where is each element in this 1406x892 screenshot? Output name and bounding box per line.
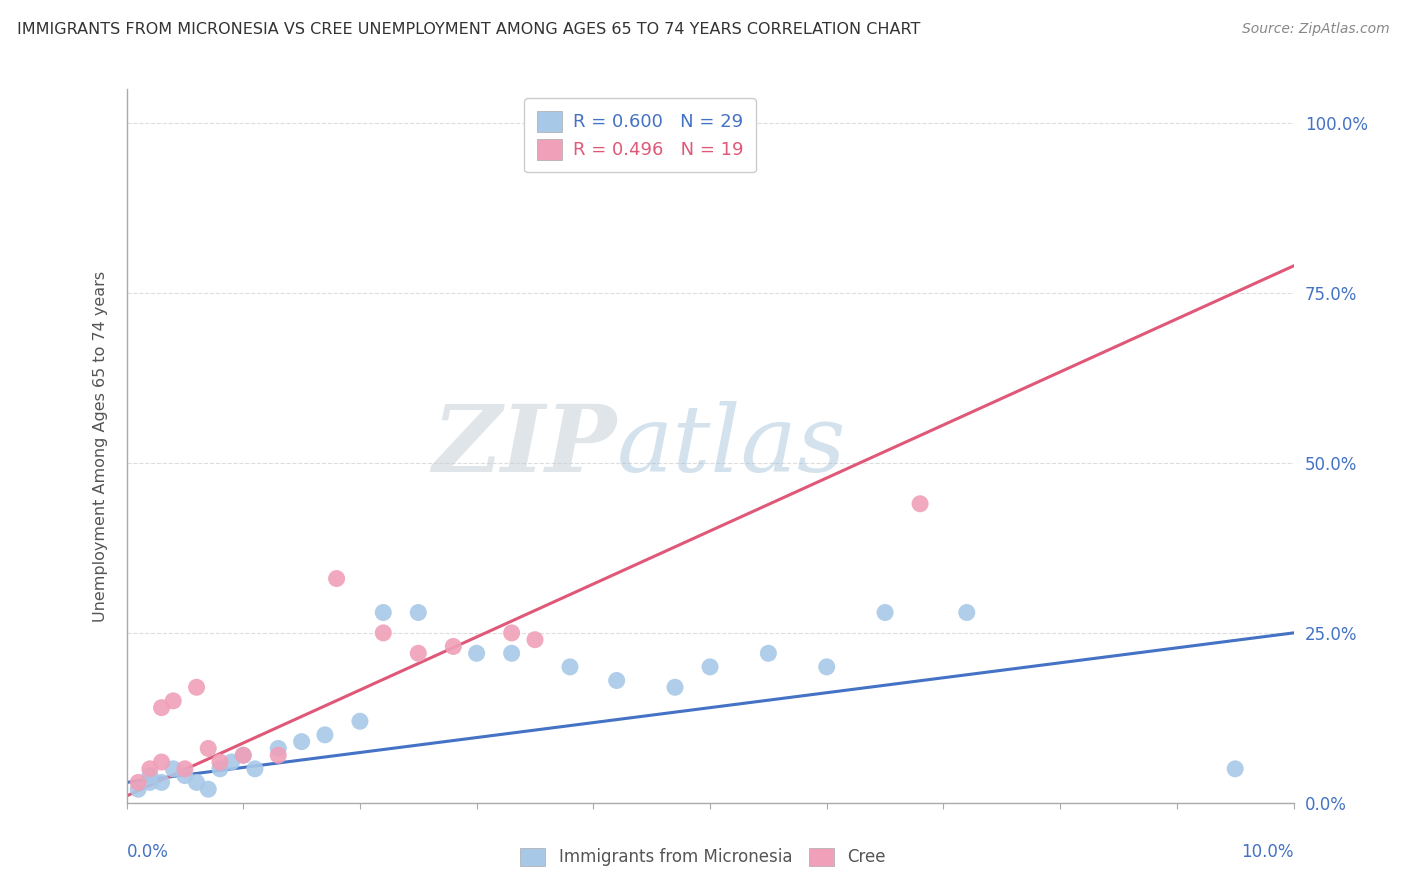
Point [408, 606, 430, 620]
Point [139, 775, 162, 789]
Point [524, 116, 547, 130]
Point [186, 775, 208, 789]
Point [232, 748, 254, 763]
Point [325, 572, 347, 586]
Point [232, 748, 254, 763]
Point [208, 755, 231, 769]
Point [465, 646, 488, 660]
Point [349, 714, 371, 729]
Point [815, 660, 838, 674]
Point [150, 700, 173, 714]
Point [127, 782, 149, 797]
Point [373, 626, 395, 640]
Point [197, 782, 219, 797]
Point [441, 640, 464, 654]
Point [373, 606, 395, 620]
Point [267, 748, 290, 763]
Point [162, 762, 184, 776]
Text: 10.0%: 10.0% [1241, 843, 1294, 861]
Text: Source: ZipAtlas.com: Source: ZipAtlas.com [1241, 22, 1389, 37]
Point [150, 775, 173, 789]
Point [174, 762, 197, 776]
Point [501, 646, 523, 660]
Text: atlas: atlas [617, 401, 846, 491]
Point [197, 741, 219, 756]
Point [875, 606, 897, 620]
Point [408, 646, 430, 660]
Point [756, 646, 779, 660]
Point [150, 755, 173, 769]
Y-axis label: Unemployment Among Ages 65 to 74 years: Unemployment Among Ages 65 to 74 years [93, 270, 108, 622]
Point [174, 769, 197, 783]
Point [558, 660, 581, 674]
Point [501, 626, 523, 640]
Point [314, 728, 336, 742]
Point [908, 497, 931, 511]
Point [127, 775, 149, 789]
Text: ZIP: ZIP [433, 401, 617, 491]
Point [699, 660, 721, 674]
Legend: Immigrants from Micronesia, Cree: Immigrants from Micronesia, Cree [512, 839, 894, 875]
Point [606, 673, 628, 688]
Point [221, 755, 243, 769]
Point [558, 116, 581, 130]
Point [208, 762, 231, 776]
Legend: R = 0.600   N = 29, R = 0.496   N = 19: R = 0.600 N = 29, R = 0.496 N = 19 [524, 98, 756, 172]
Point [524, 632, 547, 647]
Point [162, 694, 184, 708]
Point [290, 734, 312, 748]
Point [267, 741, 290, 756]
Point [956, 606, 979, 620]
Text: 0.0%: 0.0% [127, 843, 169, 861]
Point [1223, 762, 1246, 776]
Point [664, 680, 686, 694]
Point [139, 762, 162, 776]
Point [139, 769, 162, 783]
Point [243, 762, 266, 776]
Text: IMMIGRANTS FROM MICRONESIA VS CREE UNEMPLOYMENT AMONG AGES 65 TO 74 YEARS CORREL: IMMIGRANTS FROM MICRONESIA VS CREE UNEMP… [17, 22, 921, 37]
Point [186, 680, 208, 694]
